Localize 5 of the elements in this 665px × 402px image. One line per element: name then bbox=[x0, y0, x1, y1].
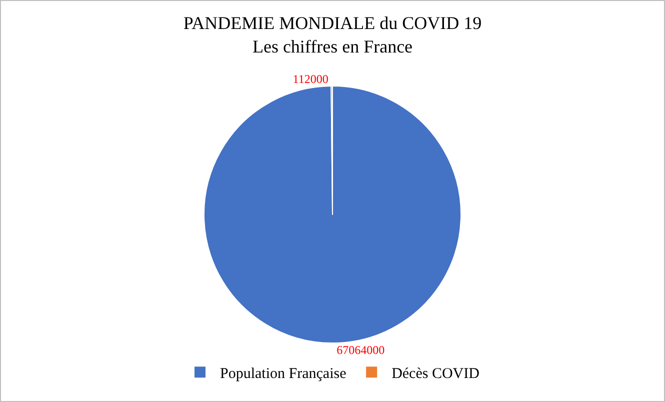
chart-title: PANDEMIE MONDIALE du COVID 19 Les chiffres en France bbox=[183, 13, 482, 56]
legend-label: Décès COVID bbox=[392, 366, 480, 382]
data-label: 67064000 bbox=[336, 343, 385, 357]
data-label: 112000 bbox=[292, 72, 328, 86]
legend-label: Population Française bbox=[220, 366, 347, 382]
